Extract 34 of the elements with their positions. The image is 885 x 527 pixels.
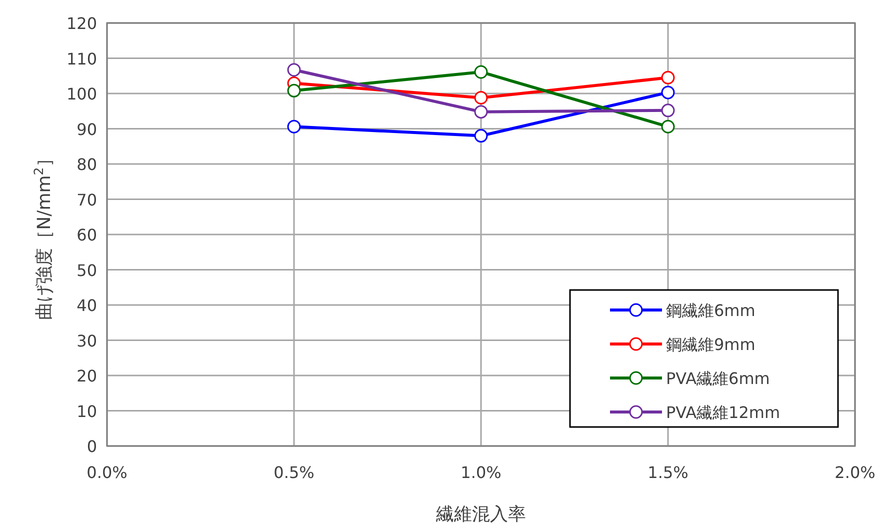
- y-tick-label: 30: [76, 331, 97, 350]
- legend-label: 鋼繊維9mm: [666, 335, 756, 354]
- point: [474, 105, 488, 119]
- y-tick-label: 10: [76, 402, 97, 421]
- point: [661, 120, 675, 134]
- legend-label: PVA繊維12mm: [666, 403, 780, 422]
- y-tick-label: 20: [76, 366, 97, 386]
- point: [287, 120, 301, 134]
- x-tick-label: 1.5%: [648, 463, 688, 482]
- point: [474, 90, 488, 104]
- y-tick-label: 40: [76, 296, 97, 315]
- point: [661, 70, 675, 84]
- point: [474, 65, 488, 79]
- y-tick-label: 0: [86, 437, 97, 456]
- x-tick-label: 0.0%: [86, 463, 128, 482]
- y-tick-label: 70: [76, 190, 97, 210]
- point: [287, 63, 301, 77]
- point: [287, 84, 301, 98]
- legend-label: 鋼繊維6mm: [666, 301, 756, 320]
- y-tick-label: 120: [66, 14, 97, 33]
- point: [661, 86, 675, 100]
- y-tick-label: 60: [76, 226, 97, 244]
- x-axis-title: 繊維混入率: [435, 504, 526, 525]
- point: [474, 129, 488, 143]
- x-tick-label: 2.0%: [834, 463, 876, 482]
- y-tick-label: 80: [76, 155, 97, 174]
- legend-label: PVA繊維6mm: [666, 369, 770, 388]
- point: [661, 104, 675, 118]
- y-tick-label: 50: [76, 260, 97, 280]
- y-tick-label: 90: [76, 120, 97, 139]
- y-tick-label: 100: [66, 84, 97, 104]
- x-tick-label: 0.5%: [274, 463, 314, 482]
- y-tick-label: 110: [66, 49, 97, 68]
- x-tick-label: 1.0%: [460, 463, 502, 482]
